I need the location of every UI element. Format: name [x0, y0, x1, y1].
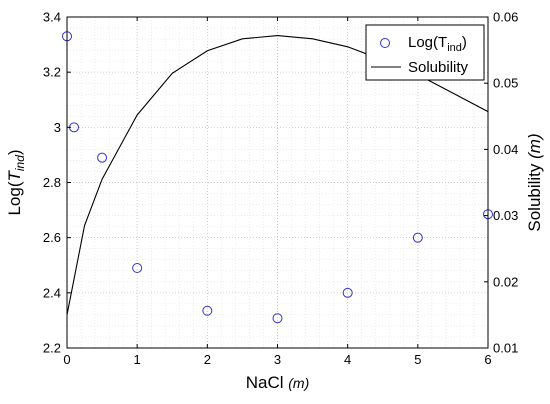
left-axis-label: Log(Tind)	[5, 149, 27, 215]
data-point	[272, 313, 283, 324]
x-tick-label: 6	[484, 352, 491, 367]
x-axis-ticks: 0 1 2 3 4 5 6	[63, 17, 492, 367]
legend: Log(Tind) Solubility	[365, 24, 485, 81]
right-axis-ticks: 0.01 0.02 0.03 0.04 0.05 0.06	[484, 10, 518, 356]
left-tick-label: 2.2	[43, 341, 61, 356]
right-tick-label: 0.03	[493, 208, 518, 223]
right-tick-label: 0.06	[493, 10, 518, 25]
legend-label-log-tind: Log(Tind)	[408, 34, 467, 54]
left-axis-ticks: 2.2 2.4 2.6 2.8 3 3.2 3.4	[43, 10, 71, 356]
data-point	[202, 305, 213, 316]
right-tick-label: 0.04	[493, 142, 518, 157]
data-point	[97, 152, 108, 163]
legend-box	[365, 24, 485, 81]
right-tick-label: 0.01	[493, 341, 518, 356]
x-tick-label: 0	[63, 352, 70, 367]
x-tick-label: 3	[274, 352, 281, 367]
x-axis-label: NaCl (m)	[246, 373, 310, 392]
left-tick-label: 2.6	[43, 230, 61, 245]
data-point	[412, 232, 423, 243]
x-tick-label: 4	[344, 352, 351, 367]
x-tick-label: 5	[414, 352, 421, 367]
left-tick-label: 3	[54, 120, 61, 135]
legend-marker-log-tind	[380, 38, 390, 48]
legend-label-solubility: Solubility	[408, 59, 469, 76]
left-tick-label: 3.2	[43, 65, 61, 80]
right-tick-label: 0.02	[493, 274, 518, 289]
left-tick-label: 2.4	[43, 285, 61, 300]
left-tick-label: 2.8	[43, 175, 61, 190]
data-point	[132, 263, 143, 274]
data-point	[342, 287, 353, 298]
x-tick-label: 2	[204, 352, 211, 367]
x-tick-label: 1	[134, 352, 141, 367]
right-axis-label: Solubility (m)	[525, 133, 544, 231]
right-tick-label: 0.05	[493, 76, 518, 91]
left-tick-label: 3.4	[43, 10, 61, 25]
